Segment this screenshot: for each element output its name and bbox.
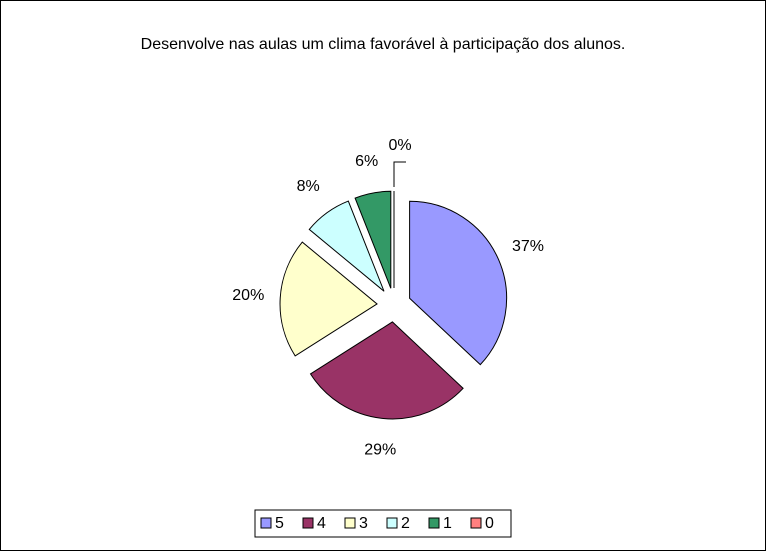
legend-label: 4 [317,515,326,532]
legend-swatch [428,517,440,529]
data-label: 29% [364,442,396,459]
leader-line [393,161,406,187]
legend-swatch [344,517,356,529]
legend-swatch [386,517,398,529]
data-label: 8% [297,178,320,195]
legend-swatch [470,517,482,529]
legend-swatch [302,517,314,529]
legend-label: 2 [401,515,410,532]
data-label: 6% [355,153,378,170]
pie-slice [354,190,392,289]
data-label: 20% [232,287,264,304]
pie-slice [279,241,378,357]
pie-slice [409,200,508,366]
pie-slice [308,200,385,292]
data-label: 0% [388,137,411,154]
chart-title: Desenvolve nas aulas um clima favorável … [140,36,626,53]
legend-label: 0 [485,515,494,532]
legend-label: 3 [359,515,368,532]
legend-label: 5 [275,515,284,532]
legend-box [254,509,512,538]
legend-swatch [260,517,272,529]
pie-slice [309,321,464,420]
data-label: 37% [512,238,544,255]
legend-label: 1 [443,515,452,532]
